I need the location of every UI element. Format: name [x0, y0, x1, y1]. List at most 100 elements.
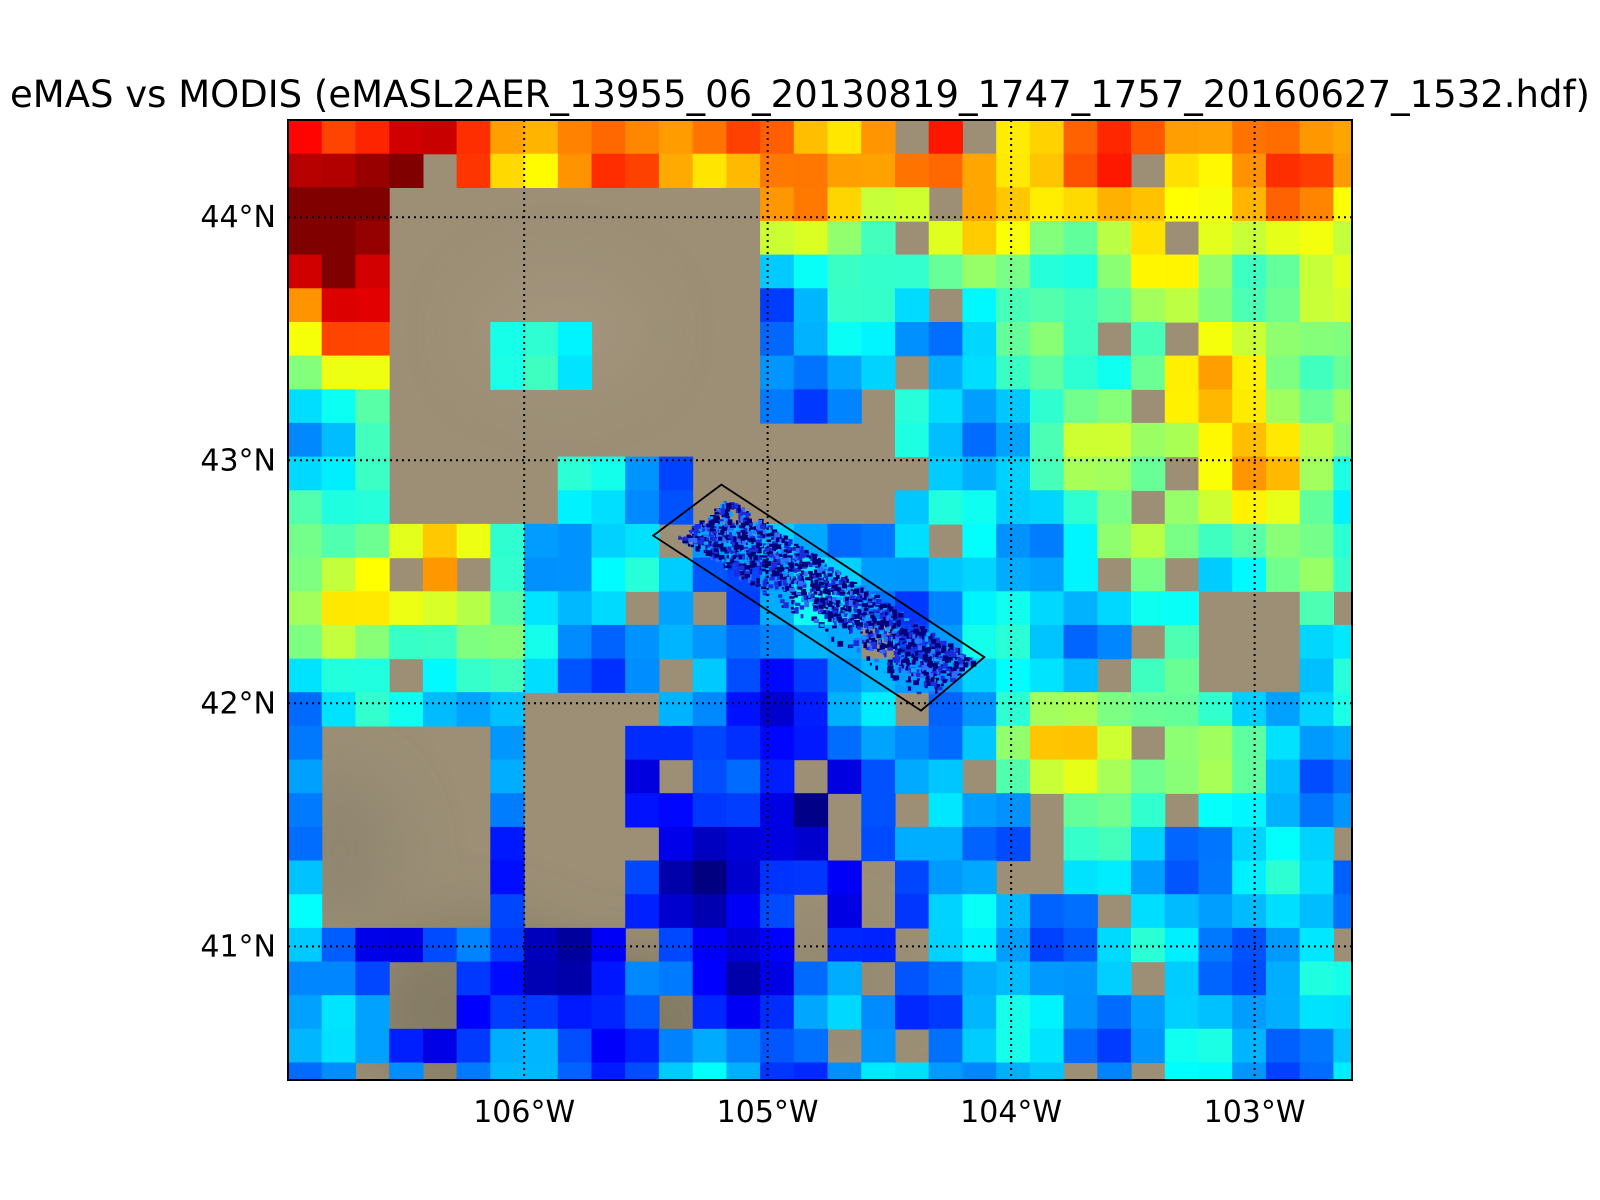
emas-pixel: [887, 639, 893, 646]
emas-pixel: [808, 570, 813, 575]
modis-cell: [1265, 221, 1301, 256]
emas-pixel: [719, 504, 724, 509]
emas-pixel: [715, 528, 718, 534]
emas-pixel: [818, 590, 823, 596]
emas-pixel: [805, 576, 811, 581]
emas-pixel: [842, 596, 847, 602]
modis-cell: [321, 389, 356, 424]
modis-cell: [1232, 826, 1267, 862]
emas-pixel: [932, 634, 935, 639]
emas-pixel: [692, 525, 696, 529]
latitude-label: 42°N: [200, 686, 276, 721]
emas-pixel: [916, 638, 921, 644]
emas-pixel: [891, 615, 894, 619]
emas-pixel: [950, 654, 956, 658]
modis-cell: [793, 322, 829, 357]
emas-pixel: [721, 559, 725, 563]
emas-pixel: [718, 536, 723, 541]
emas-pixel: [839, 603, 844, 606]
emas-pixel: [887, 647, 893, 651]
emas-pixel: [762, 543, 767, 546]
emas-pixel: [944, 650, 950, 654]
emas-pixel: [742, 530, 745, 535]
emas-pixel: [899, 649, 905, 652]
emas-pixel: [916, 665, 922, 670]
emas-pixel: [933, 657, 940, 662]
emas-pixel: [938, 674, 942, 679]
modis-cell: [1063, 322, 1098, 357]
emas-pixel: [866, 656, 871, 661]
modis-cell: [524, 322, 559, 357]
emas-pixel: [848, 603, 854, 608]
emas-pixel: [912, 642, 917, 646]
emas-pixel: [935, 687, 938, 694]
modis-cell: [389, 624, 424, 660]
emas-pixel: [801, 561, 807, 567]
emas-pixel: [904, 618, 910, 622]
emas-pixel: [864, 622, 869, 628]
emas-pixel: [853, 605, 858, 609]
modis-cell: [321, 557, 356, 592]
emas-pixel: [910, 674, 913, 680]
modis-cell: [1198, 692, 1233, 727]
emas-pixel: [848, 612, 853, 618]
modis-cell: [962, 1062, 997, 1080]
emas-pixel: [905, 680, 912, 683]
emas-pixel: [777, 598, 783, 603]
modis-cell: [625, 894, 660, 929]
emas-pixel: [857, 626, 861, 630]
modis-cell: [726, 153, 761, 188]
modis-cell: [355, 1028, 390, 1064]
emas-pixel: [774, 578, 777, 582]
emas-pixel: [825, 607, 829, 610]
emas-pixel: [769, 577, 775, 581]
emas-pixel: [959, 665, 965, 672]
emas-pixel: [734, 557, 740, 561]
emas-pixel: [831, 596, 837, 602]
emas-pixel: [750, 564, 755, 568]
emas-pixel: [766, 539, 772, 542]
emas-pixel: [848, 619, 852, 623]
emas-pixel: [753, 526, 757, 532]
emas-pixel: [827, 616, 832, 622]
modis-cell: [1097, 389, 1132, 424]
emas-pixel: [951, 672, 958, 679]
modis-cell: [861, 759, 896, 794]
modis-cell: [524, 1028, 559, 1064]
emas-pixel: [945, 668, 951, 671]
modis-cell: [355, 456, 390, 491]
emas-pixel: [734, 552, 737, 556]
emas-pixel: [801, 589, 806, 594]
emas-pixel: [854, 598, 859, 602]
emas-pixel: [828, 583, 834, 587]
modis-cell: [1029, 355, 1065, 390]
emas-pixel: [882, 609, 886, 616]
emas-pixel: [930, 651, 935, 658]
modis-cell: [625, 153, 660, 188]
modis-cell: [827, 221, 862, 256]
emas-pixel: [864, 591, 869, 596]
modis-cell: [389, 692, 424, 727]
emas-pixel: [910, 667, 917, 673]
emas-pixel: [762, 571, 767, 576]
modis-cell: [1333, 692, 1352, 727]
modis-cell: [557, 456, 593, 491]
emas-pixel: [864, 607, 869, 612]
emas-pixel: [703, 541, 709, 545]
emas-pixel: [781, 538, 785, 543]
emas-pixel: [831, 579, 836, 585]
modis-cell: [288, 658, 323, 693]
latitude-label: 41°N: [200, 929, 276, 964]
modis-cell: [1198, 288, 1233, 323]
modis-cell: [760, 288, 795, 323]
modis-cell: [895, 1096, 929, 1130]
emas-pixel: [807, 563, 812, 566]
emas-pixel: [892, 643, 897, 647]
emas-pixel: [849, 581, 855, 588]
emas-pixel: [765, 561, 772, 567]
modis-cell: [456, 624, 491, 660]
modis-cell: [1198, 725, 1233, 761]
emas-pixel: [726, 506, 732, 510]
emas-pixel: [751, 539, 754, 545]
